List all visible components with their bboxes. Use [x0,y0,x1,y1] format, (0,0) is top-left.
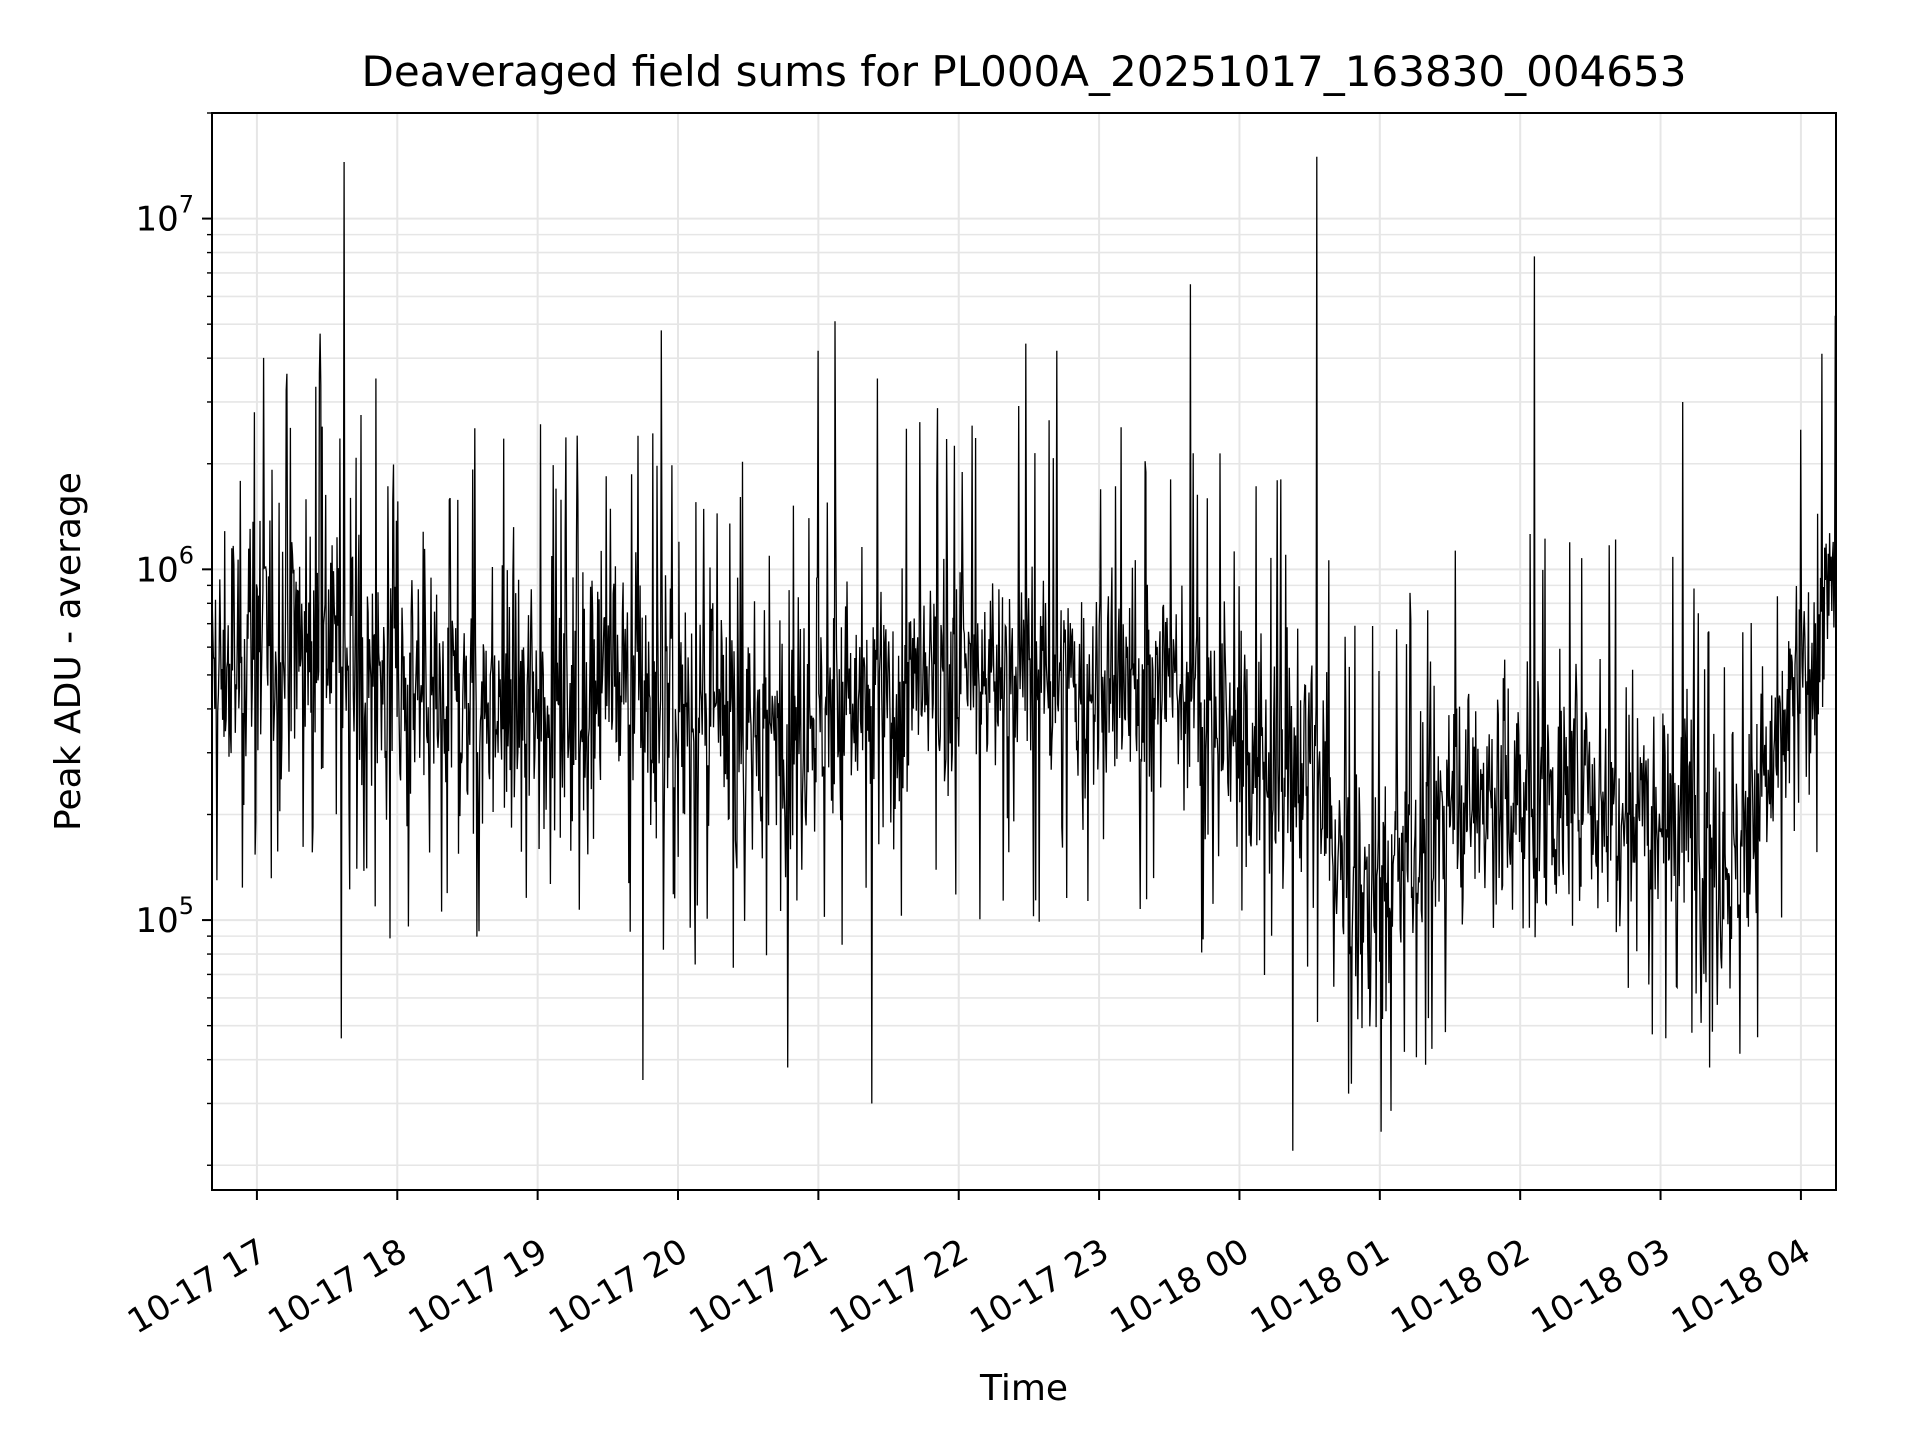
y-axis-label: Peak ADU - average [48,472,89,831]
y-tick-exponent: 7 [179,191,194,219]
y-tick-label: 106 [135,541,194,590]
y-tick-base: 10 [135,550,178,590]
y-tick-exponent: 5 [179,892,194,920]
chart-title: Deaveraged field sums for PL000A_2025101… [362,47,1687,96]
grid-layer [212,112,1836,1190]
y-tick-base: 10 [135,901,178,941]
x-axis-label: Time [979,1368,1068,1409]
plot-frame [211,112,1837,1191]
y-tick-label: 105 [135,892,194,941]
y-tick-exponent: 6 [179,541,194,569]
series-layer [211,156,1837,1151]
y-tick-base: 10 [135,200,178,240]
y-tick-label: 107 [135,191,194,240]
series-line [211,156,1837,1151]
